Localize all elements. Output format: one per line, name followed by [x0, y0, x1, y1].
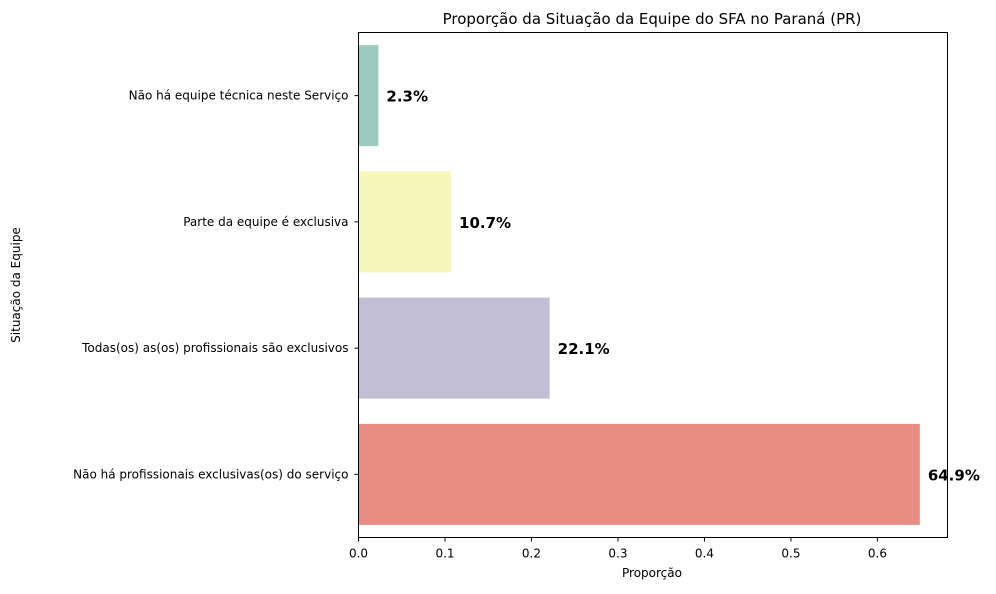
x-tick-label: 0.1	[435, 547, 454, 561]
chart-title: Proporção da Situação da Equipe do SFA n…	[443, 10, 862, 28]
x-tick-label: 0.6	[868, 547, 887, 561]
bar	[358, 423, 920, 525]
x-tick-label: 0.0	[349, 547, 368, 561]
y-axis-label: Situação da Equipe	[9, 227, 23, 343]
y-tick-label: Todas(os) as(os) profissionais são exclu…	[81, 341, 348, 355]
y-tick-label: Não há equipe técnica neste Serviço	[129, 89, 349, 103]
x-axis-label: Proporção	[622, 566, 682, 580]
x-tick-label: 0.4	[695, 547, 714, 561]
data-label: 64.9%	[928, 466, 980, 484]
x-tick-label: 0.5	[781, 547, 800, 561]
bar	[358, 45, 379, 147]
data-label: 2.3%	[386, 88, 428, 106]
bar	[358, 171, 452, 273]
y-tick-label: Não há profissionais exclusivas(os) do s…	[73, 467, 348, 481]
data-label: 22.1%	[558, 340, 610, 358]
x-tick-label: 0.3	[608, 547, 627, 561]
y-tick-label: Parte da equipe é exclusiva	[183, 215, 348, 229]
plot-frame	[358, 32, 948, 538]
x-tick-label: 0.2	[522, 547, 541, 561]
bar	[358, 297, 550, 399]
data-label: 10.7%	[459, 214, 511, 232]
